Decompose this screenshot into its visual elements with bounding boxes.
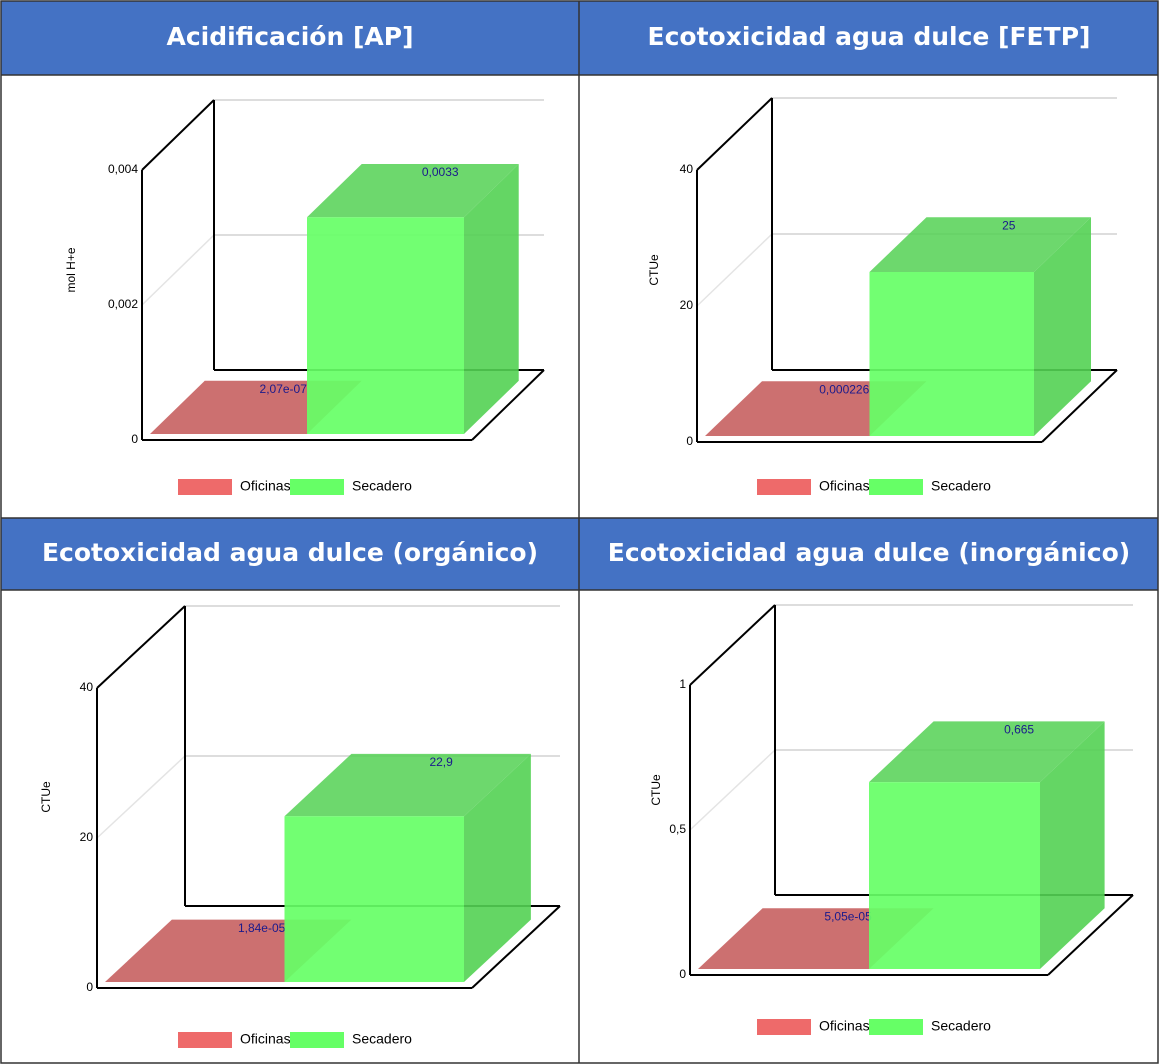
bar-top bbox=[284, 753, 531, 817]
legend-swatch bbox=[290, 1032, 344, 1048]
legend-label: Secadero bbox=[352, 1031, 412, 1047]
y-tick-label: 0 bbox=[86, 980, 93, 994]
axis-line bbox=[1047, 894, 1134, 976]
grid-line bbox=[96, 755, 186, 839]
chart-title: Ecotoxicidad agua dulce (inorgánico) bbox=[608, 538, 1130, 567]
y-tick-label: 0 bbox=[679, 967, 686, 981]
grid-line bbox=[141, 234, 215, 306]
chart-title: Acidificación [AP] bbox=[166, 22, 413, 51]
legend-swatch bbox=[178, 479, 232, 495]
bar-top bbox=[869, 217, 1091, 272]
legend-swatch bbox=[290, 479, 344, 495]
legend-label: Oficinas bbox=[819, 1018, 870, 1034]
legend-label: Secadero bbox=[352, 478, 412, 494]
chart-title: Ecotoxicidad agua dulce [FETP] bbox=[648, 22, 1091, 51]
y-tick-label: 1 bbox=[679, 677, 686, 691]
legend-swatch bbox=[757, 479, 811, 495]
legend-swatch bbox=[178, 1032, 232, 1048]
axis-line bbox=[471, 369, 545, 441]
legend-label: Oficinas bbox=[240, 1031, 291, 1047]
y-tick-label: 0 bbox=[686, 434, 693, 448]
y-tick-label: 20 bbox=[680, 298, 694, 312]
bar bbox=[869, 782, 1040, 969]
y-tick-label: 40 bbox=[680, 162, 694, 176]
data-label: 5,05e-05 bbox=[824, 909, 872, 923]
y-tick-label: 0 bbox=[131, 432, 138, 446]
y-axis-title: mol H+e bbox=[64, 247, 78, 292]
legend-swatch bbox=[869, 1019, 923, 1035]
data-label: 1,84e-05 bbox=[238, 921, 286, 935]
chart-title: Ecotoxicidad agua dulce (orgánico) bbox=[42, 538, 538, 567]
legend-swatch bbox=[869, 479, 923, 495]
y-tick-label: 0,5 bbox=[669, 822, 686, 836]
data-label: 22,9 bbox=[429, 755, 453, 769]
y-tick-label: 20 bbox=[80, 830, 94, 844]
legend-label: Oficinas bbox=[240, 478, 291, 494]
legend-swatch bbox=[757, 1019, 811, 1035]
grid-line bbox=[689, 749, 776, 831]
data-label: 0,665 bbox=[1004, 723, 1034, 737]
legend-label: Secadero bbox=[931, 1018, 991, 1034]
bar bbox=[869, 272, 1034, 436]
y-axis-title: CTUe bbox=[647, 254, 661, 286]
data-label: 0,000226 bbox=[819, 382, 869, 396]
bar-top bbox=[869, 721, 1105, 783]
axis-line bbox=[689, 604, 776, 686]
bar-side bbox=[464, 753, 531, 982]
legend-label: Secadero bbox=[931, 478, 991, 494]
y-tick-label: 0,002 bbox=[108, 297, 138, 311]
bar-side bbox=[464, 164, 519, 435]
bar bbox=[307, 217, 464, 434]
axis-line bbox=[471, 905, 561, 989]
y-tick-label: 0,004 bbox=[108, 162, 138, 176]
axis-line bbox=[141, 99, 215, 171]
y-axis-title: CTUe bbox=[649, 774, 663, 806]
legend-label: Oficinas bbox=[819, 478, 870, 494]
axis-line bbox=[696, 97, 773, 171]
bar-side bbox=[1040, 721, 1105, 969]
data-label: 0,0033 bbox=[422, 165, 459, 179]
data-label: 2,07e-07 bbox=[260, 382, 308, 396]
axis-line bbox=[96, 605, 186, 689]
data-label: 25 bbox=[1002, 218, 1016, 232]
grid-line bbox=[696, 233, 773, 307]
y-axis-title: CTUe bbox=[39, 781, 53, 813]
y-tick-label: 40 bbox=[80, 680, 94, 694]
bar-top bbox=[307, 164, 519, 218]
axis-line bbox=[1041, 369, 1118, 443]
bar bbox=[284, 816, 464, 982]
bar-side bbox=[1034, 217, 1091, 436]
